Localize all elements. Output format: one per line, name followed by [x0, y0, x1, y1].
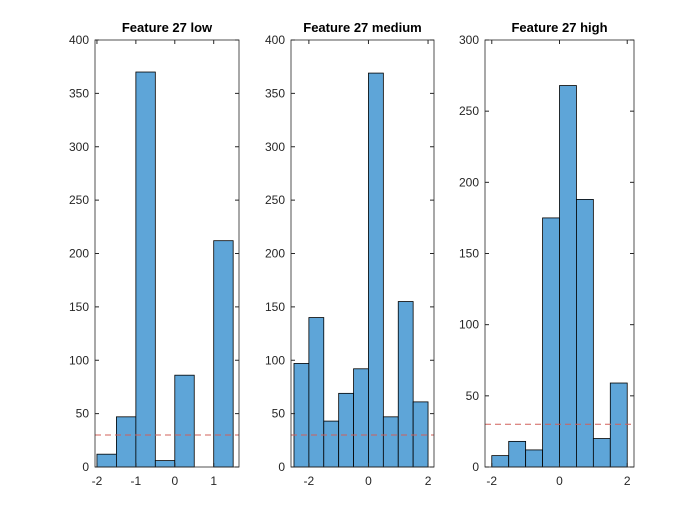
y-tick-label: 50 — [466, 389, 480, 403]
y-tick-label: 150 — [265, 300, 285, 314]
histogram-bar — [174, 374, 195, 468]
x-tick-label: 0 — [365, 474, 372, 488]
y-tick-label: 0 — [278, 460, 285, 474]
x-tick-label: 2 — [624, 474, 631, 488]
x-tick-label: 0 — [556, 474, 563, 488]
y-tick-label: 400 — [69, 33, 89, 47]
y-tick-label: 350 — [69, 86, 89, 100]
y-tick-label: 100 — [459, 318, 479, 332]
histogram-bar — [353, 368, 369, 468]
y-tick-label: 300 — [69, 140, 89, 154]
histogram-bar — [382, 416, 399, 468]
y-tick-label: 300 — [459, 33, 479, 47]
x-tick-label: -1 — [131, 474, 142, 488]
y-tick-label: 200 — [265, 247, 285, 261]
y-tick-label: 400 — [265, 33, 285, 47]
y-tick-label: 350 — [265, 86, 285, 100]
chart-title: Feature 27 low — [122, 20, 213, 35]
y-tick-label: 150 — [459, 247, 479, 261]
chart-title: Feature 27 high — [511, 20, 607, 35]
histogram-bar — [508, 440, 527, 468]
histogram-bar — [308, 317, 325, 468]
y-tick-label: 200 — [69, 247, 89, 261]
y-tick-label: 300 — [265, 140, 285, 154]
histogram-bar — [293, 363, 310, 468]
y-tick-label: 200 — [459, 175, 479, 189]
histogram-bar — [592, 438, 611, 468]
histogram-bar — [412, 401, 429, 468]
x-tick-label: -2 — [486, 474, 497, 488]
histogram-bar — [559, 85, 577, 468]
y-tick-label: 100 — [265, 353, 285, 367]
y-tick-label: 150 — [69, 300, 89, 314]
y-tick-label: 250 — [69, 193, 89, 207]
histogram-bar — [338, 392, 354, 468]
y-tick-label: 50 — [76, 407, 90, 421]
y-tick-label: 0 — [82, 460, 89, 474]
chart-title: Feature 27 medium — [303, 20, 422, 35]
x-tick-label: 0 — [171, 474, 178, 488]
histogram-bar — [542, 217, 560, 468]
histogram-bar — [491, 455, 510, 468]
histogram-bar — [609, 382, 628, 468]
histogram-bar — [525, 449, 543, 468]
histogram-bar — [96, 453, 117, 468]
histogram-bar — [368, 72, 384, 468]
histogram-bar — [116, 416, 137, 468]
histogram-bar — [323, 420, 340, 468]
x-tick-label: 2 — [425, 474, 432, 488]
x-tick-label: 1 — [210, 474, 217, 488]
y-tick-label: 250 — [265, 193, 285, 207]
histogram-bar — [397, 301, 414, 468]
x-tick-label: -2 — [304, 474, 315, 488]
histogram-bar — [135, 71, 156, 468]
histogram-bar — [213, 240, 234, 468]
y-tick-label: 100 — [69, 353, 89, 367]
x-tick-label: -2 — [92, 474, 103, 488]
histogram-bar — [576, 199, 594, 468]
y-tick-label: 250 — [459, 104, 479, 118]
histogram-bar — [154, 460, 176, 468]
y-tick-label: 0 — [472, 460, 479, 474]
y-tick-label: 50 — [272, 407, 286, 421]
